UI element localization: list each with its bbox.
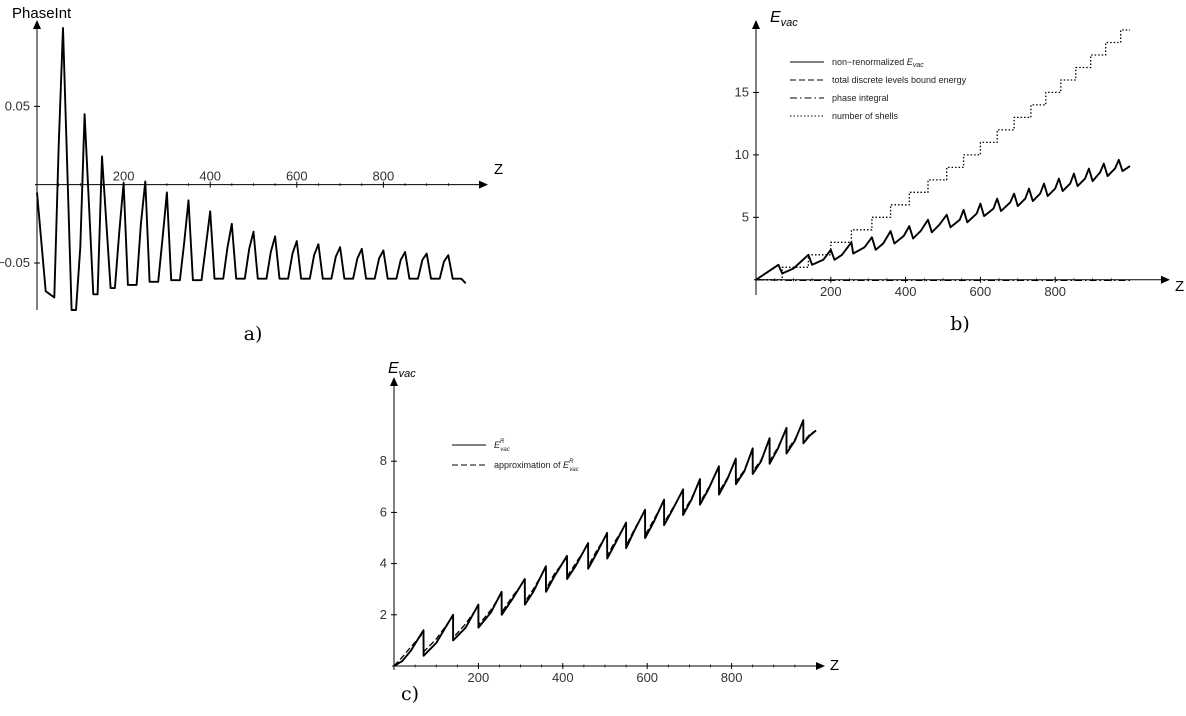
x-axis-arrow-icon — [479, 180, 488, 189]
x-tick-label: 800 — [373, 169, 395, 184]
x-axis-label: Z — [494, 161, 503, 178]
plot-a: 200 400 600 800 −0.05 0.05 PhaseInt Za) — [0, 5, 503, 345]
y-tick-label: 6 — [380, 504, 387, 519]
y-axis-arrow-icon — [752, 20, 760, 29]
x-axis-label: Z — [1175, 278, 1184, 295]
x-tick-label: 600 — [286, 169, 308, 184]
legend-label: non−renormalized Evac — [832, 57, 924, 69]
plot-c: 200 400 600 800 2 4 6 8 Evac Z ER vac approximation … — [380, 360, 839, 705]
y-tick-label: 2 — [380, 607, 387, 622]
x-axis-arrow-icon — [816, 662, 825, 670]
y-tick-label: 15 — [735, 84, 749, 99]
legend-label: total discrete levels bound energy — [832, 75, 967, 85]
x-tick-label: 600 — [970, 284, 992, 299]
x-tick-label: 400 — [895, 284, 917, 299]
series-line-dashed — [755, 159, 1131, 281]
y-tick-label: 10 — [735, 147, 749, 162]
x-tick-label: 800 — [1044, 284, 1066, 299]
y-axis-label: Evac — [770, 9, 798, 29]
legend-label: ER vac — [494, 439, 510, 453]
panel-caption: a) — [244, 323, 263, 345]
panel-caption: b) — [950, 313, 970, 335]
y-tick-label: 8 — [380, 453, 387, 468]
y-axis-label: Evac — [388, 360, 416, 380]
x-axis-label: Z — [830, 657, 839, 674]
series-line-solid — [36, 27, 467, 311]
y-tick-label: −0.05 — [0, 255, 30, 270]
y-axis-label: PhaseInt — [12, 5, 72, 22]
series-line-solid — [393, 419, 817, 667]
x-tick-label: 200 — [468, 670, 490, 685]
legend-label: number of shells — [832, 111, 899, 121]
series-line-dashdot — [755, 279, 1130, 282]
panel-caption: c) — [401, 683, 419, 705]
series-line-dotted — [756, 29, 1130, 281]
y-tick-label: 5 — [742, 209, 749, 224]
legend-label: phase integral — [832, 93, 889, 103]
x-tick-label: 600 — [636, 670, 658, 685]
series-line-dashed — [393, 420, 817, 667]
y-axis-arrow-icon — [33, 20, 41, 29]
y-tick-label: 4 — [380, 556, 387, 571]
x-tick-label: 400 — [199, 169, 221, 184]
x-tick-label: 800 — [721, 670, 743, 685]
y-axis-arrow-icon — [390, 377, 398, 386]
x-tick-label: 200 — [820, 284, 842, 299]
x-tick-label: 200 — [113, 169, 135, 184]
y-tick-label: 0.05 — [5, 98, 30, 113]
x-axis-arrow-icon — [1161, 275, 1170, 284]
x-tick-label: 400 — [552, 670, 574, 685]
legend-label: approximation of ER vac — [494, 459, 579, 473]
